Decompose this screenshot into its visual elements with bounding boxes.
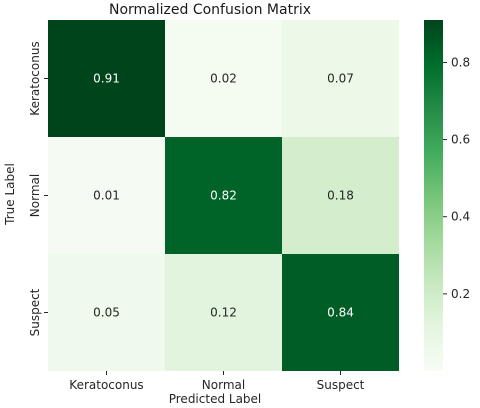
heatmap-cell <box>165 137 282 254</box>
colorbar-tick-label: 0.4 <box>451 210 470 224</box>
cell-value-label: 0.91 <box>93 72 120 86</box>
cell-value-label: 0.07 <box>327 72 354 86</box>
x-tick-label: Keratoconus <box>69 378 143 392</box>
colorbar-tick-label: 0.6 <box>451 133 470 147</box>
cell-value-label: 0.18 <box>327 189 354 203</box>
heatmap-cell <box>282 137 399 254</box>
cell-value-label: 0.82 <box>210 189 237 203</box>
colorbar-ticks: 0.2 0.4 0.6 0.8 <box>443 55 470 301</box>
cell-value-label: 0.05 <box>93 306 120 320</box>
heatmap-cells: 0.91 0.02 0.07 0.01 0.82 0.18 0.05 0.12 0.84 <box>48 20 399 371</box>
y-axis-ticks: Keratoconus Normal Suspect <box>28 41 48 336</box>
colorbar <box>424 20 443 371</box>
y-tick-label: Normal <box>28 174 42 217</box>
cell-value-label: 0.84 <box>327 306 354 320</box>
y-axis-label: True Label <box>3 163 17 226</box>
colorbar-tick-label: 0.2 <box>451 287 470 301</box>
chart-title: Normalized Confusion Matrix <box>109 2 311 18</box>
heatmap-cell <box>48 137 165 254</box>
cell-value-label: 0.01 <box>93 189 120 203</box>
x-axis-label: Predicted Label <box>169 392 262 406</box>
x-tick-label: Suspect <box>317 378 365 392</box>
heatmap-cell <box>282 20 399 137</box>
colorbar-tick-label: 0.8 <box>451 55 470 69</box>
heatmap-cell <box>282 254 399 371</box>
cell-value-label: 0.12 <box>210 306 237 320</box>
y-tick-label: Keratoconus <box>28 41 42 115</box>
y-tick-label: Suspect <box>28 288 42 336</box>
heatmap-cell <box>165 254 282 371</box>
x-axis-ticks: Keratoconus Normal Suspect <box>69 371 365 392</box>
x-tick-label: Normal <box>202 378 245 392</box>
heatmap-cell <box>48 254 165 371</box>
heatmap-cell <box>48 20 165 137</box>
heatmap-cell <box>165 20 282 137</box>
cell-value-label: 0.02 <box>210 72 237 86</box>
